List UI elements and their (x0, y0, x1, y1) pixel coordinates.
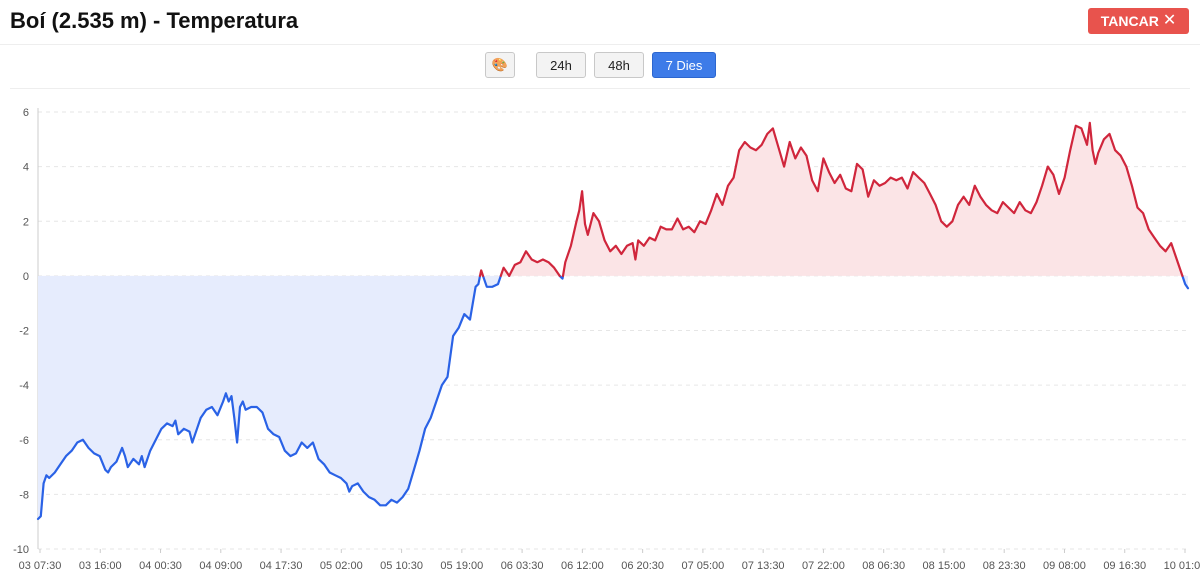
x-tick-label: 05 10:30 (380, 560, 423, 572)
x-tick-label: 10 01:00 (1164, 560, 1200, 572)
y-tick-label: 6 (23, 107, 29, 119)
positive-temperature-line (561, 121, 1184, 277)
y-tick-label: 0 (23, 271, 29, 283)
y-tick-label: -6 (19, 435, 29, 447)
x-tick-label: 04 00:30 (139, 560, 182, 572)
palette-button[interactable]: 🎨 (485, 52, 515, 78)
palette-icon: 🎨 (491, 57, 509, 72)
y-tick-label: 4 (23, 162, 29, 174)
x-tick-label: 04 09:00 (199, 560, 242, 572)
range-48h-button[interactable]: 48h (594, 52, 644, 78)
x-tick-label: 09 16:30 (1103, 560, 1146, 572)
close-button-label: TANCAR (1100, 13, 1159, 29)
x-tick-label: 08 23:30 (983, 560, 1026, 572)
y-tick-label: 2 (23, 216, 29, 228)
y-tick-label: -8 (19, 489, 29, 501)
range-7days-button[interactable]: 7 Dies (652, 52, 716, 78)
divider (10, 88, 1190, 89)
negative-temperature-line (36, 274, 482, 521)
positive-area (500, 251, 560, 276)
x-tick-label: 05 19:00 (440, 560, 483, 572)
x-tick-label: 07 13:30 (742, 560, 785, 572)
y-tick-label: -10 (13, 544, 29, 556)
x-tick-label: 09 08:00 (1043, 560, 1086, 572)
positive-area (563, 122, 1183, 276)
x-tick-label: 07 22:00 (802, 560, 845, 572)
x-tick-label: 05 02:00 (320, 560, 363, 572)
x-tick-label: 03 16:00 (79, 560, 122, 572)
x-tick-label: 08 15:00 (923, 560, 966, 572)
range-controls: 🎨 24h 48h 7 Dies (0, 52, 1200, 80)
x-tick-label: 08 06:30 (862, 560, 905, 572)
negative-area (38, 275, 480, 519)
negative-temperature-line (481, 274, 502, 288)
close-button[interactable]: TANCAR ✕ (1088, 8, 1189, 34)
negative-temperature-line (1181, 274, 1190, 290)
x-tick-label: 03 07:30 (19, 560, 62, 572)
positive-temperature-line (478, 269, 485, 277)
y-tick-label: -2 (19, 326, 29, 338)
x-tick-label: 04 17:30 (260, 560, 303, 572)
y-tick-label: -4 (19, 380, 29, 392)
positive-temperature-line (499, 250, 561, 277)
x-tick-label: 07 05:00 (681, 560, 724, 572)
page-title: Boí (2.535 m) - Temperatura (10, 8, 299, 33)
close-icon: ✕ (1162, 12, 1177, 29)
x-tick-label: 06 03:30 (501, 560, 544, 572)
range-24h-button[interactable]: 24h (536, 52, 586, 78)
x-tick-label: 06 20:30 (621, 560, 664, 572)
header: Boí (2.535 m) - Temperatura TANCAR ✕ (0, 0, 1200, 45)
x-tick-label: 06 12:00 (561, 560, 604, 572)
